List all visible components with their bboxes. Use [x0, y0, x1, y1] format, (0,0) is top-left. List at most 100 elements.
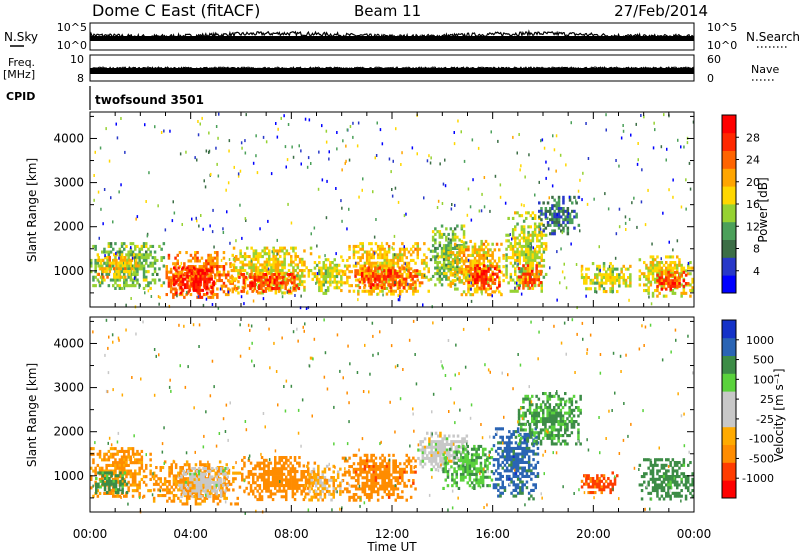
data-cell-0 [145, 261, 148, 265]
data-cell-2 [202, 293, 206, 297]
data-cell-16 [682, 291, 686, 295]
scatter-cell [245, 219, 247, 222]
data-cell-15 [598, 270, 601, 274]
data-cell-4 [303, 274, 306, 278]
data-cell-14 [555, 215, 559, 219]
data-cell-0 [114, 256, 117, 260]
scatter-cell [318, 150, 320, 154]
data-cell-10 [471, 259, 475, 263]
data-cell-6 [394, 465, 397, 469]
data-cell-4 [252, 478, 255, 482]
data-cell-4 [237, 257, 240, 261]
data-cell-0 [123, 272, 126, 276]
data-cell-6 [363, 459, 367, 463]
data-cell-4 [263, 252, 267, 256]
data-cell-4 [257, 260, 260, 264]
scatter-cell [171, 219, 174, 223]
data-cell-4 [271, 475, 275, 479]
data-cell-2 [222, 251, 226, 255]
data-cell-8 [363, 286, 366, 290]
data-cell-2 [198, 265, 201, 269]
data-cell-3 [189, 492, 192, 496]
data-cell-2 [169, 281, 173, 285]
data-cell-6 [333, 277, 336, 281]
data-cell-8 [369, 286, 373, 290]
data-cell-6 [340, 269, 343, 273]
data-cell-17 [660, 276, 664, 280]
data-cell-13 [524, 275, 527, 279]
scatter-cell [599, 268, 601, 272]
data-cell-0 [129, 284, 133, 288]
data-cell-12 [505, 275, 508, 279]
data-cell-4 [263, 481, 266, 485]
data-cell-3 [186, 272, 189, 276]
data-cell-4 [263, 478, 266, 482]
data-cell-0 [156, 258, 159, 262]
data-cell-4 [292, 249, 295, 253]
data-cell-0 [120, 244, 124, 248]
data-cell-3 [203, 274, 207, 278]
data-cell-12 [514, 225, 517, 229]
data-cell-0 [127, 455, 130, 459]
data-cell-4 [265, 489, 268, 493]
data-cell-3 [203, 272, 207, 276]
data-cell-2 [179, 488, 182, 492]
data-cell-1 [108, 485, 111, 489]
data-cell-9 [442, 274, 446, 278]
data-cell-14 [555, 201, 559, 205]
data-cell-7 [381, 253, 384, 257]
data-cell-5 [264, 289, 268, 293]
data-cell-14 [564, 209, 567, 213]
data-cell-3 [213, 481, 216, 485]
data-cell-5 [286, 278, 290, 282]
data-cell-3 [203, 277, 207, 281]
data-cell-16 [656, 263, 659, 267]
data-cell-4 [298, 274, 302, 278]
data-cell-16 [658, 263, 661, 267]
data-cell-10 [478, 256, 481, 260]
data-cell-8 [367, 277, 370, 281]
data-cell-2 [224, 293, 228, 297]
data-cell-6 [318, 266, 321, 270]
data-cell-12 [538, 264, 541, 268]
data-cell-4 [279, 249, 282, 253]
data-cell-12 [522, 267, 526, 271]
scatter-cell [524, 175, 526, 179]
data-cell-2 [205, 262, 208, 266]
data-cell-0 [118, 253, 122, 257]
data-cell-5 [251, 275, 254, 279]
data-cell-3 [204, 486, 207, 490]
data-cell-4 [282, 464, 286, 468]
data-cell-15 [589, 278, 592, 282]
data-cell-13 [531, 272, 534, 276]
data-cell-7 [352, 247, 356, 251]
data-cell-10 [451, 273, 455, 277]
data-cell-10 [493, 248, 497, 252]
data-cell-6 [326, 266, 330, 270]
data-cell-12 [544, 242, 548, 246]
data-cell-6 [335, 280, 339, 284]
data-cell-15 [627, 284, 630, 288]
data-cell-7 [403, 247, 406, 251]
data-cell-4 [298, 486, 301, 490]
data-cell-4 [235, 269, 238, 273]
data-cell-10 [471, 262, 475, 266]
data-cell-6 [401, 470, 404, 474]
data-cell-5 [282, 278, 285, 282]
data-cell-4 [252, 257, 256, 261]
data-cell-7 [419, 459, 422, 463]
data-cell-2 [183, 485, 187, 489]
scatter-cell [582, 171, 584, 175]
data-cell-2 [216, 270, 219, 274]
scatter-cell [262, 297, 265, 301]
data-cell-0 [127, 489, 130, 493]
data-cell-2 [159, 466, 162, 470]
data-cell-5 [312, 481, 316, 485]
data-cell-5 [314, 473, 318, 477]
data-cell-7 [359, 258, 362, 262]
data-cell-6 [320, 269, 323, 273]
data-cell-2 [181, 477, 184, 481]
data-cell-8 [387, 283, 390, 287]
data-cell-12 [516, 258, 519, 262]
data-cell-1 [114, 491, 118, 495]
